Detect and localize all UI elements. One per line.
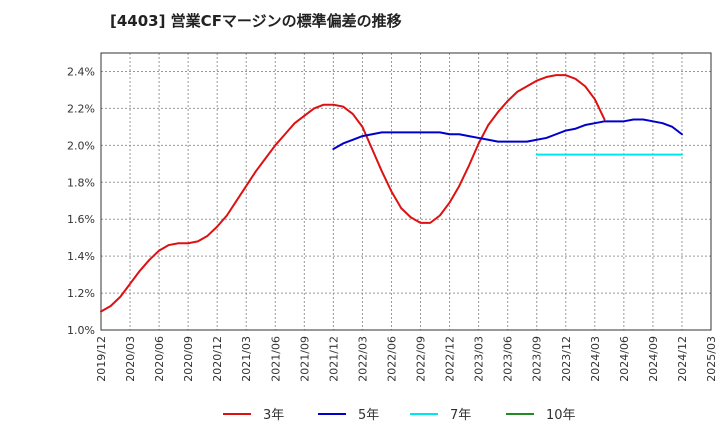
x-tick-label: 2021/12 [327,336,340,382]
x-tick-label: 2023/12 [560,336,573,382]
series-line [100,74,606,313]
y-tick-label: 2.2% [67,102,95,115]
x-tick-label: 2021/09 [298,336,311,382]
x-tick-label: 2025/03 [705,336,718,382]
x-tick-label: 2022/06 [385,336,398,382]
x-tick-label: 2022/09 [415,336,428,382]
x-tick-label: 2020/06 [153,336,166,382]
y-tick-label: 1.8% [67,176,95,189]
x-tick-label: 2024/09 [647,336,660,382]
x-tick-label: 2023/06 [502,336,515,382]
x-tick-label: 2020/12 [211,336,224,382]
plot-area [101,53,711,330]
x-tick-label: 2021/06 [269,336,282,382]
y-tick-label: 2.4% [67,65,95,78]
legend-label: 7年 [450,408,471,423]
x-tick-label: 2022/12 [444,336,457,382]
x-tick-label: 2023/03 [473,336,486,382]
x-tick-label: 2021/03 [240,336,253,382]
legend-label: 10年 [546,408,576,423]
x-tick-label: 2020/03 [124,336,137,382]
series-line [332,118,683,151]
x-tick-label: 2024/06 [618,336,631,382]
legend-label: 5年 [358,408,379,423]
x-tick-label: 2019/12 [95,336,108,382]
y-tick-label: 2.0% [67,139,95,152]
y-tick-label: 1.4% [67,250,95,263]
y-tick-label: 1.2% [67,287,95,300]
x-tick-label: 2020/09 [182,336,195,382]
x-tick-label: 2023/09 [531,336,544,382]
plot-border [100,52,712,331]
y-tick-label: 1.6% [67,213,95,226]
y-tick-label: 1.0% [67,324,95,337]
x-tick-label: 2024/12 [676,336,689,382]
chart-title: [4403] 営業CFマージンの標準偏差の推移 [110,12,402,30]
x-tick-label: 2022/03 [356,336,369,382]
legend-label: 3年 [263,408,284,423]
x-tick-label: 2024/03 [589,336,602,382]
